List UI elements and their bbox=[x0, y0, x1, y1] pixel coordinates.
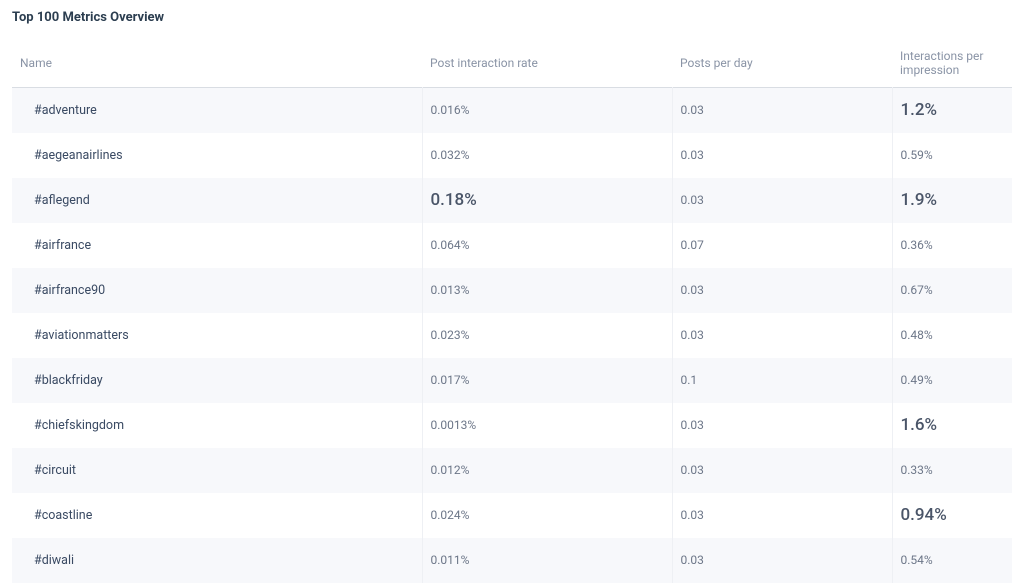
cell-pir: 0.0013% bbox=[422, 403, 672, 448]
metrics-table: Name Post interaction rate Posts per day… bbox=[12, 43, 1012, 583]
col-header-name[interactable]: Name bbox=[12, 43, 422, 88]
cell-ipi: 0.59% bbox=[892, 133, 1012, 178]
cell-name: #diwali bbox=[12, 538, 422, 583]
cell-ppd: 0.03 bbox=[672, 403, 892, 448]
cell-ppd: 0.03 bbox=[672, 88, 892, 133]
cell-name: #aviationmatters bbox=[12, 313, 422, 358]
cell-ppd: 0.03 bbox=[672, 493, 892, 538]
cell-name: #coastline bbox=[12, 493, 422, 538]
cell-name: #airfrance90 bbox=[12, 268, 422, 313]
cell-ipi: 1.2% bbox=[892, 88, 1012, 133]
cell-ipi: 0.67% bbox=[892, 268, 1012, 313]
cell-ppd: 0.03 bbox=[672, 268, 892, 313]
cell-name: #circuit bbox=[12, 448, 422, 493]
cell-name: #chiefskingdom bbox=[12, 403, 422, 448]
metrics-panel: Top 100 Metrics Overview Name Post inter… bbox=[0, 0, 1024, 583]
table-row[interactable]: #coastline0.024%0.030.94% bbox=[12, 493, 1012, 538]
cell-ppd: 0.03 bbox=[672, 178, 892, 223]
table-row[interactable]: #circuit0.012%0.030.33% bbox=[12, 448, 1012, 493]
cell-ipi: 1.9% bbox=[892, 178, 1012, 223]
table-row[interactable]: #diwali0.011%0.030.54% bbox=[12, 538, 1012, 583]
cell-ipi: 0.94% bbox=[892, 493, 1012, 538]
table-header-row: Name Post interaction rate Posts per day… bbox=[12, 43, 1012, 88]
table-row[interactable]: #airfrance900.013%0.030.67% bbox=[12, 268, 1012, 313]
cell-name: #aegeanairlines bbox=[12, 133, 422, 178]
cell-ipi: 0.48% bbox=[892, 313, 1012, 358]
cell-ppd: 0.03 bbox=[672, 313, 892, 358]
cell-name: #airfrance bbox=[12, 223, 422, 268]
col-header-pir[interactable]: Post interaction rate bbox=[422, 43, 672, 88]
cell-pir: 0.18% bbox=[422, 178, 672, 223]
cell-pir: 0.012% bbox=[422, 448, 672, 493]
table-row[interactable]: #chiefskingdom0.0013%0.031.6% bbox=[12, 403, 1012, 448]
cell-name: #blackfriday bbox=[12, 358, 422, 403]
panel-title: Top 100 Metrics Overview bbox=[12, 10, 1012, 25]
table-row[interactable]: #aegeanairlines0.032%0.030.59% bbox=[12, 133, 1012, 178]
col-header-ipi[interactable]: Interactions per impression bbox=[892, 43, 1012, 88]
cell-pir: 0.011% bbox=[422, 538, 672, 583]
cell-ppd: 0.03 bbox=[672, 448, 892, 493]
cell-ipi: 1.6% bbox=[892, 403, 1012, 448]
table-row[interactable]: #airfrance0.064%0.070.36% bbox=[12, 223, 1012, 268]
cell-name: #adventure bbox=[12, 88, 422, 133]
cell-ipi: 0.36% bbox=[892, 223, 1012, 268]
cell-pir: 0.023% bbox=[422, 313, 672, 358]
cell-ppd: 0.1 bbox=[672, 358, 892, 403]
cell-ppd: 0.07 bbox=[672, 223, 892, 268]
cell-pir: 0.064% bbox=[422, 223, 672, 268]
cell-pir: 0.016% bbox=[422, 88, 672, 133]
cell-ppd: 0.03 bbox=[672, 133, 892, 178]
cell-ppd: 0.03 bbox=[672, 538, 892, 583]
table-row[interactable]: #adventure0.016%0.031.2% bbox=[12, 88, 1012, 133]
cell-name: #aflegend bbox=[12, 178, 422, 223]
table-row[interactable]: #aflegend0.18%0.031.9% bbox=[12, 178, 1012, 223]
cell-pir: 0.013% bbox=[422, 268, 672, 313]
col-header-ppd[interactable]: Posts per day bbox=[672, 43, 892, 88]
table-row[interactable]: #aviationmatters0.023%0.030.48% bbox=[12, 313, 1012, 358]
cell-ipi: 0.33% bbox=[892, 448, 1012, 493]
cell-ipi: 0.54% bbox=[892, 538, 1012, 583]
cell-pir: 0.024% bbox=[422, 493, 672, 538]
cell-pir: 0.017% bbox=[422, 358, 672, 403]
cell-pir: 0.032% bbox=[422, 133, 672, 178]
cell-ipi: 0.49% bbox=[892, 358, 1012, 403]
table-row[interactable]: #blackfriday0.017%0.10.49% bbox=[12, 358, 1012, 403]
